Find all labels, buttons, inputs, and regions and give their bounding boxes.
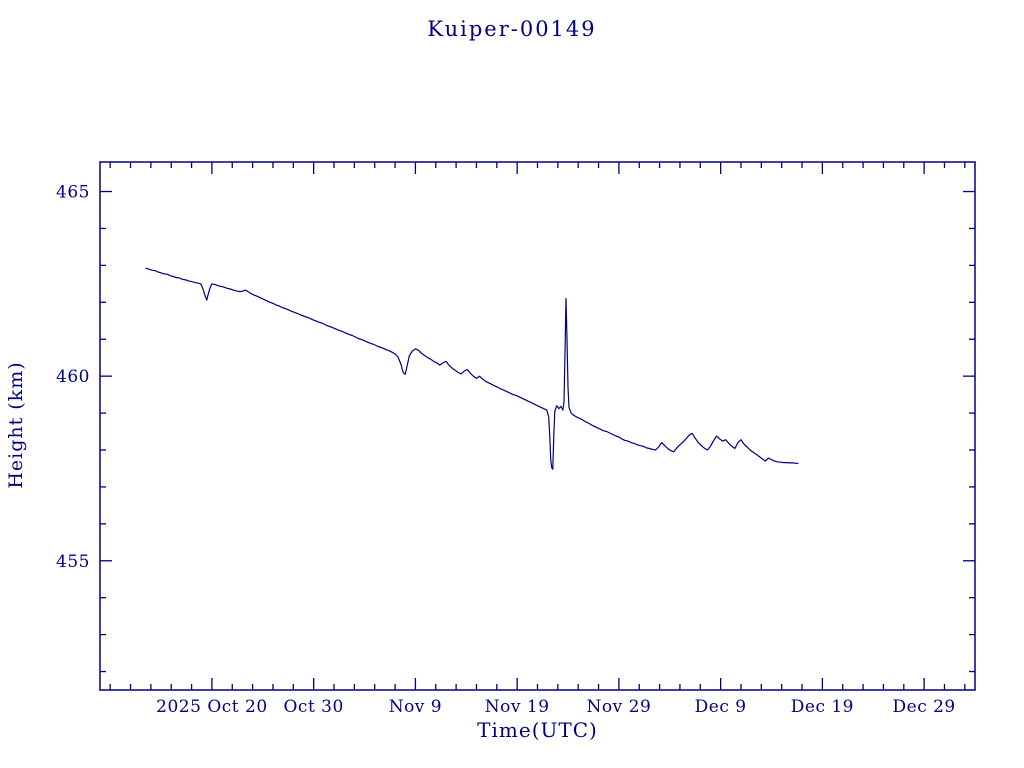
series-height-km: [145, 267, 799, 470]
x-tick-label: Dec 29: [893, 697, 956, 717]
x-tick-label: Oct 30: [283, 697, 343, 717]
x-tick-label: Nov 19: [485, 697, 550, 717]
chart-title: Kuiper-00149: [427, 17, 597, 41]
y-tick-label: 455: [56, 552, 90, 572]
x-tick-label: 2025 Oct 20: [156, 697, 268, 717]
y-tick-label: 465: [56, 183, 90, 203]
x-tick-label: Dec 19: [791, 697, 854, 717]
y-tick-label: 460: [56, 367, 90, 387]
x-axis-label: Time(UTC): [477, 718, 598, 742]
plot-frame: [99, 161, 976, 691]
x-tick-label: Nov 9: [389, 697, 442, 717]
x-tick-label: Nov 29: [587, 697, 652, 717]
x-tick-label: Dec 9: [695, 697, 747, 717]
